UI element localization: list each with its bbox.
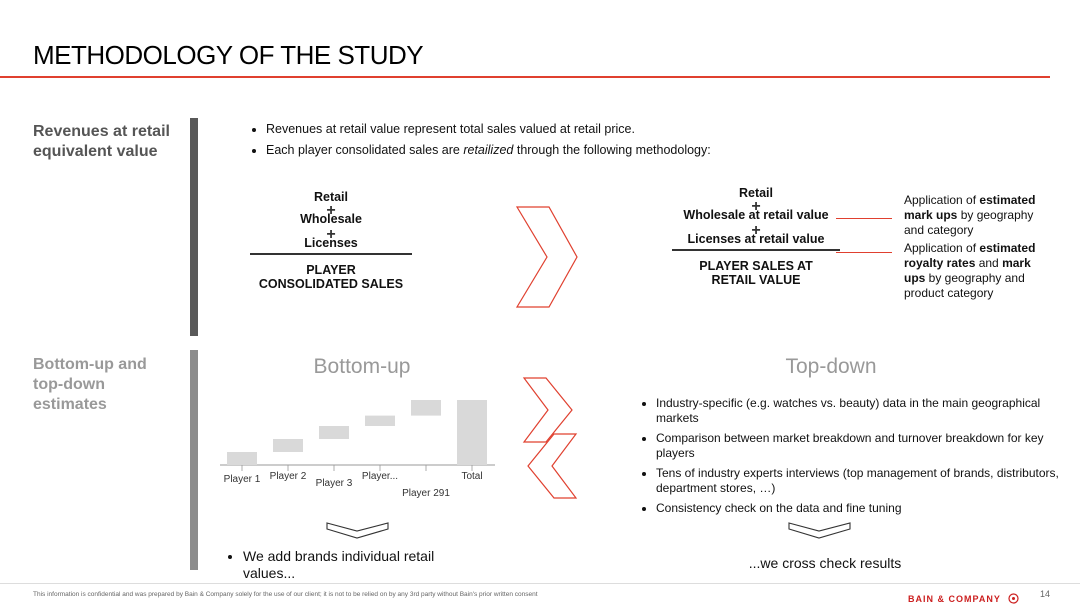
chevron-right-icon — [522, 377, 573, 443]
right-stack-wholesale: Wholesale at retail value — [683, 208, 829, 222]
bottom-up-title: Bottom-up — [313, 355, 411, 378]
left-stack-rule — [250, 253, 412, 255]
plus-icon: + — [326, 226, 336, 243]
waterfall-label: Total — [461, 471, 482, 482]
waterfall-bar — [319, 426, 349, 439]
section1-bullets: Revenues at retail value represent total… — [248, 121, 948, 163]
footer-rule — [0, 583, 1080, 584]
left-stack-retail: Retail — [313, 190, 349, 204]
connector-line — [836, 252, 892, 253]
brand-logo: BAIN & COMPANY — [908, 589, 1019, 607]
markup-note: Application of estimated mark ups by geo… — [904, 193, 1036, 237]
right-stack-total-1: PLAYER SALES AT — [699, 259, 813, 273]
plus-icon: + — [326, 202, 336, 219]
waterfall-bar — [365, 415, 395, 426]
section2-bar — [190, 350, 198, 570]
bottom-up-result: We add brands individual retail values..… — [228, 548, 468, 582]
right-stack: Retail + Wholesale at retail value + Lic… — [672, 186, 840, 287]
chevron-left-icon — [527, 433, 578, 499]
royalty-note: Application of estimated royalty rates a… — [904, 241, 1036, 300]
cross-check-arrows — [522, 377, 578, 499]
waterfall-label: Player 1 — [224, 474, 261, 485]
top-down-result: ...we cross check results — [748, 555, 902, 571]
connector-line — [836, 218, 892, 219]
page-number: 14 — [1040, 589, 1051, 599]
waterfall-label: Player 2 — [270, 471, 307, 482]
plus-icon: + — [751, 198, 761, 215]
page-title: METHODOLOGY OF THE STUDY — [33, 40, 424, 70]
brand-name: BAIN & COMPANY — [908, 594, 1001, 604]
bain-logo-icon — [1008, 593, 1019, 604]
top-down-bullet: Tens of industry experts interviews (top… — [656, 466, 1060, 496]
waterfall-bar — [273, 439, 303, 452]
right-stack-total-2: RETAIL VALUE — [711, 273, 801, 287]
section1-label: Revenues at retail equivalent value — [33, 123, 170, 160]
top-down-bullet: Consistency check on the data and fine t… — [656, 501, 1060, 516]
left-stack-total-1: PLAYER — [306, 263, 356, 277]
right-stack-rule — [672, 249, 840, 251]
top-down-bullets: Industry-specific (e.g. watches vs. beau… — [638, 396, 1060, 520]
waterfall-label: Player 291 — [402, 488, 450, 499]
waterfall-bar — [411, 400, 441, 416]
title-underline — [0, 76, 1050, 78]
waterfall-label: Player... — [362, 471, 398, 482]
right-stack-licenses: Licenses at retail value — [687, 232, 825, 246]
left-stack: Retail + Wholesale + Licenses PLAYER CON… — [250, 190, 412, 291]
chevron-down-icon — [788, 522, 851, 539]
top-down-bullet: Industry-specific (e.g. watches vs. beau… — [656, 396, 1060, 426]
bullet-retailized: Each player consolidated sales are retai… — [266, 142, 948, 159]
top-down-bullet: Comparison between market breakdown and … — [656, 431, 1060, 461]
section1-bar — [190, 118, 198, 336]
footer-disclaimer: This information is confidential and was… — [33, 591, 538, 598]
left-stack-wholesale: Wholesale — [300, 212, 362, 226]
left-stack-total-2: CONSOLIDATED SALES — [258, 277, 404, 291]
waterfall-chart: Player 1 Player 2 Player 3 Player... Player … — [220, 400, 495, 499]
waterfall-bar — [227, 452, 257, 465]
plus-icon: + — [751, 222, 761, 239]
bullet-retail-value: Revenues at retail value represent total… — [266, 121, 948, 138]
waterfall-label: Player 3 — [316, 478, 353, 489]
section2-label: Bottom-up and top-down estimates — [33, 356, 147, 413]
right-stack-retail: Retail — [738, 186, 774, 200]
chevron-down-icon — [326, 522, 389, 539]
top-down-title: Top-down — [785, 355, 877, 378]
chevron-right-icon — [515, 206, 578, 308]
waterfall-bar — [457, 400, 487, 465]
left-stack-licenses: Licenses — [304, 236, 358, 250]
